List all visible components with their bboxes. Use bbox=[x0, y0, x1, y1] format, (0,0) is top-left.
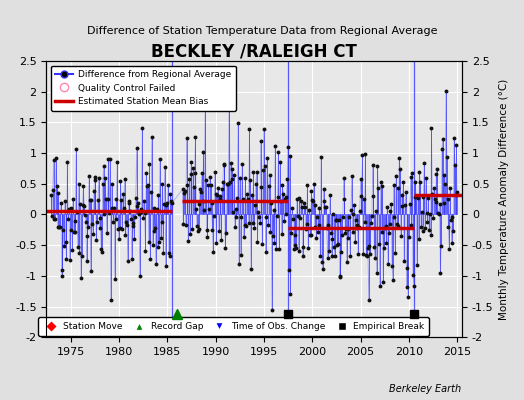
Y-axis label: Monthly Temperature Anomaly Difference (°C): Monthly Temperature Anomaly Difference (… bbox=[499, 78, 509, 320]
Text: Difference of Station Temperature Data from Regional Average: Difference of Station Temperature Data f… bbox=[87, 26, 437, 36]
Title: BECKLEY /RALEIGH CT: BECKLEY /RALEIGH CT bbox=[151, 43, 357, 61]
Text: Berkeley Earth: Berkeley Earth bbox=[389, 384, 461, 394]
Legend: Station Move, Record Gap, Time of Obs. Change, Empirical Break: Station Move, Record Gap, Time of Obs. C… bbox=[38, 318, 429, 336]
